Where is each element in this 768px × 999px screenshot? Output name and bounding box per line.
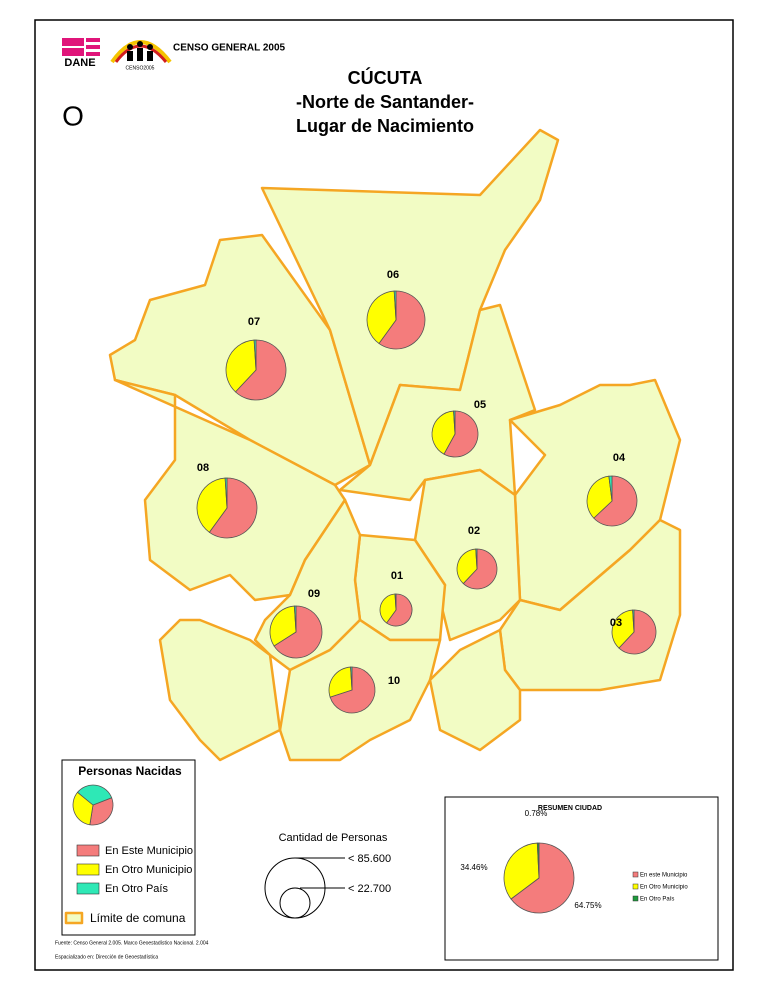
legend-icon-slice	[76, 784, 113, 806]
comuna-pie-slice	[453, 410, 456, 435]
footnote: Espacializado en: Dirección de Geoestadí…	[55, 954, 158, 960]
title: CÚCUTA	[348, 67, 423, 88]
comuna-pie-slice	[378, 290, 426, 350]
comuna-label: 01	[391, 570, 403, 582]
comuna-area	[428, 628, 522, 752]
footnote: Fuente: Censo General 2.005. Marco Geoes…	[55, 940, 209, 946]
comuna-pie-slice	[208, 477, 258, 539]
size-circle	[279, 887, 311, 919]
org: DANE	[64, 57, 95, 69]
comunas	[108, 128, 682, 762]
comuna-pie-slice	[224, 477, 228, 509]
comuna-pie-slice	[329, 666, 376, 714]
summary-swatch	[632, 895, 639, 902]
comuna-pie-slice	[386, 593, 413, 627]
comuna-label: 10	[388, 675, 400, 687]
comuna-pie-slice	[462, 548, 498, 590]
legend-swatch	[76, 844, 100, 857]
comuna-pie-slice	[393, 290, 397, 321]
title: -Norte de Santander-	[296, 92, 474, 112]
comuna-pie-slice	[273, 605, 323, 659]
comuna-label: 06	[387, 269, 399, 281]
logo-text: CENSO2005	[126, 65, 155, 71]
comuna-area	[158, 618, 282, 762]
legend-swatch	[76, 863, 100, 876]
comuna-pie-slice	[379, 593, 397, 624]
comuna-pie-slice	[443, 410, 479, 458]
legend-title: Personas Nacidas	[78, 764, 182, 778]
summary-legend-label: En Otro País	[640, 897, 674, 903]
legend-label: En Este Municipio	[105, 845, 193, 857]
comuna-pie-slice	[593, 475, 638, 527]
comuna-label: 08	[197, 462, 209, 474]
comuna-pie-slice	[196, 477, 228, 533]
size-label: < 22.700	[348, 883, 391, 895]
comuna-pie-slice	[234, 339, 287, 401]
comuna-pie-slice	[611, 609, 635, 649]
comuna-label: 07	[248, 316, 260, 328]
title: Lugar de Nacimiento	[296, 116, 474, 136]
summary-slice	[536, 842, 540, 879]
summary-swatch	[632, 883, 639, 890]
legend-label: En Otro Municipio	[105, 864, 192, 876]
frame	[34, 19, 734, 971]
legend-swatch	[76, 882, 100, 895]
comuna-pie-slice	[586, 475, 613, 519]
size-legend-title: Cantidad de Personas	[279, 832, 388, 844]
north-symbol: O	[62, 100, 84, 131]
comuna-pie-slice	[225, 339, 257, 393]
comuna-label: 09	[308, 588, 320, 600]
dane-logo: DANE CENSO2005	[62, 38, 172, 71]
comuna-pie-slice	[632, 609, 635, 633]
comuna-pie-slice	[608, 475, 613, 502]
comuna-label: 04	[613, 452, 626, 464]
census: CENSO GENERAL 2005	[173, 43, 286, 54]
summary-box	[444, 796, 719, 961]
summary-value-label: 0.78%	[525, 809, 548, 818]
comuna-pie-slice	[293, 605, 297, 633]
comuna-pie-slice	[328, 666, 353, 698]
comuna-pie-slice	[350, 666, 353, 691]
boundary-swatch	[64, 911, 84, 925]
comuna-pie-slice	[475, 548, 478, 570]
legend-icon-slice	[72, 791, 94, 826]
comuna-pie-slice	[269, 605, 297, 647]
legend-icon-slice	[89, 797, 114, 826]
comuna-pie-slice	[456, 548, 478, 585]
comuna-pie-slice	[253, 339, 257, 371]
boundary-label: Límite de comuna	[90, 911, 186, 925]
comuna-label: 02	[468, 525, 480, 537]
comuna-label: 05	[474, 399, 486, 411]
summary-legend-label: En Otro Municipio	[640, 885, 688, 891]
comuna-pie-slice	[431, 410, 456, 455]
comuna-pie-slice	[366, 290, 397, 345]
summary-swatch	[632, 871, 639, 878]
size-label: < 85.600	[348, 853, 391, 865]
summary-slice	[510, 842, 575, 914]
summary-value-label: 64.75%	[574, 901, 601, 910]
summary-value-label: 34.46%	[460, 863, 487, 872]
summary-legend-label: En este Municipio	[640, 873, 688, 879]
summary-title: RESUMEN CIUDAD	[538, 805, 602, 812]
comuna-pie-slice	[618, 609, 657, 655]
legend-label: En Otro País	[105, 883, 168, 895]
comuna-pie-slice	[394, 593, 397, 611]
summary-slice	[503, 842, 540, 900]
comuna-label: 03	[610, 617, 622, 629]
